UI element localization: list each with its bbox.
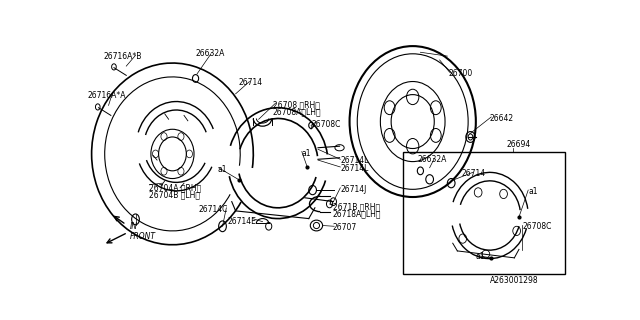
Text: 26716A*B: 26716A*B: [103, 52, 141, 61]
Text: FRONT: FRONT: [129, 232, 156, 241]
Text: 26700: 26700: [448, 69, 472, 78]
Text: a1: a1: [528, 187, 538, 196]
Text: 26714L: 26714L: [340, 164, 369, 173]
Text: 26694: 26694: [507, 140, 531, 149]
Text: 26714: 26714: [239, 78, 263, 87]
Text: A263001298: A263001298: [490, 276, 538, 284]
Text: 26704B 〈LH〉: 26704B 〈LH〉: [149, 190, 200, 199]
Text: 26714E: 26714E: [228, 217, 257, 226]
Bar: [403, 152, 565, 274]
Text: 26704A 〈RH〉: 26704A 〈RH〉: [149, 183, 202, 192]
Text: 26708A〈LH〉: 26708A〈LH〉: [273, 108, 321, 117]
Text: 26708C: 26708C: [311, 120, 340, 129]
Text: 26714C: 26714C: [198, 205, 228, 214]
Text: 26708 〈RH〉: 26708 〈RH〉: [273, 100, 319, 109]
Text: 26708C: 26708C: [522, 222, 552, 231]
Text: a1: a1: [475, 252, 484, 261]
Text: 26642: 26642: [490, 114, 514, 123]
Text: 26632A: 26632A: [196, 49, 225, 58]
Text: 2671B 〈RH〉: 2671B 〈RH〉: [333, 203, 380, 212]
Text: a1: a1: [302, 148, 311, 157]
Text: 26716A*A: 26716A*A: [88, 91, 126, 100]
Text: 26714: 26714: [462, 169, 486, 178]
Text: 26718A〈LH〉: 26718A〈LH〉: [333, 209, 381, 218]
Text: 26714J: 26714J: [340, 185, 367, 194]
Text: 26707: 26707: [333, 223, 357, 232]
Text: 26632A: 26632A: [417, 155, 447, 164]
Text: a1: a1: [217, 165, 227, 174]
Text: 26714L: 26714L: [340, 156, 369, 165]
Text: IN: IN: [129, 222, 138, 231]
